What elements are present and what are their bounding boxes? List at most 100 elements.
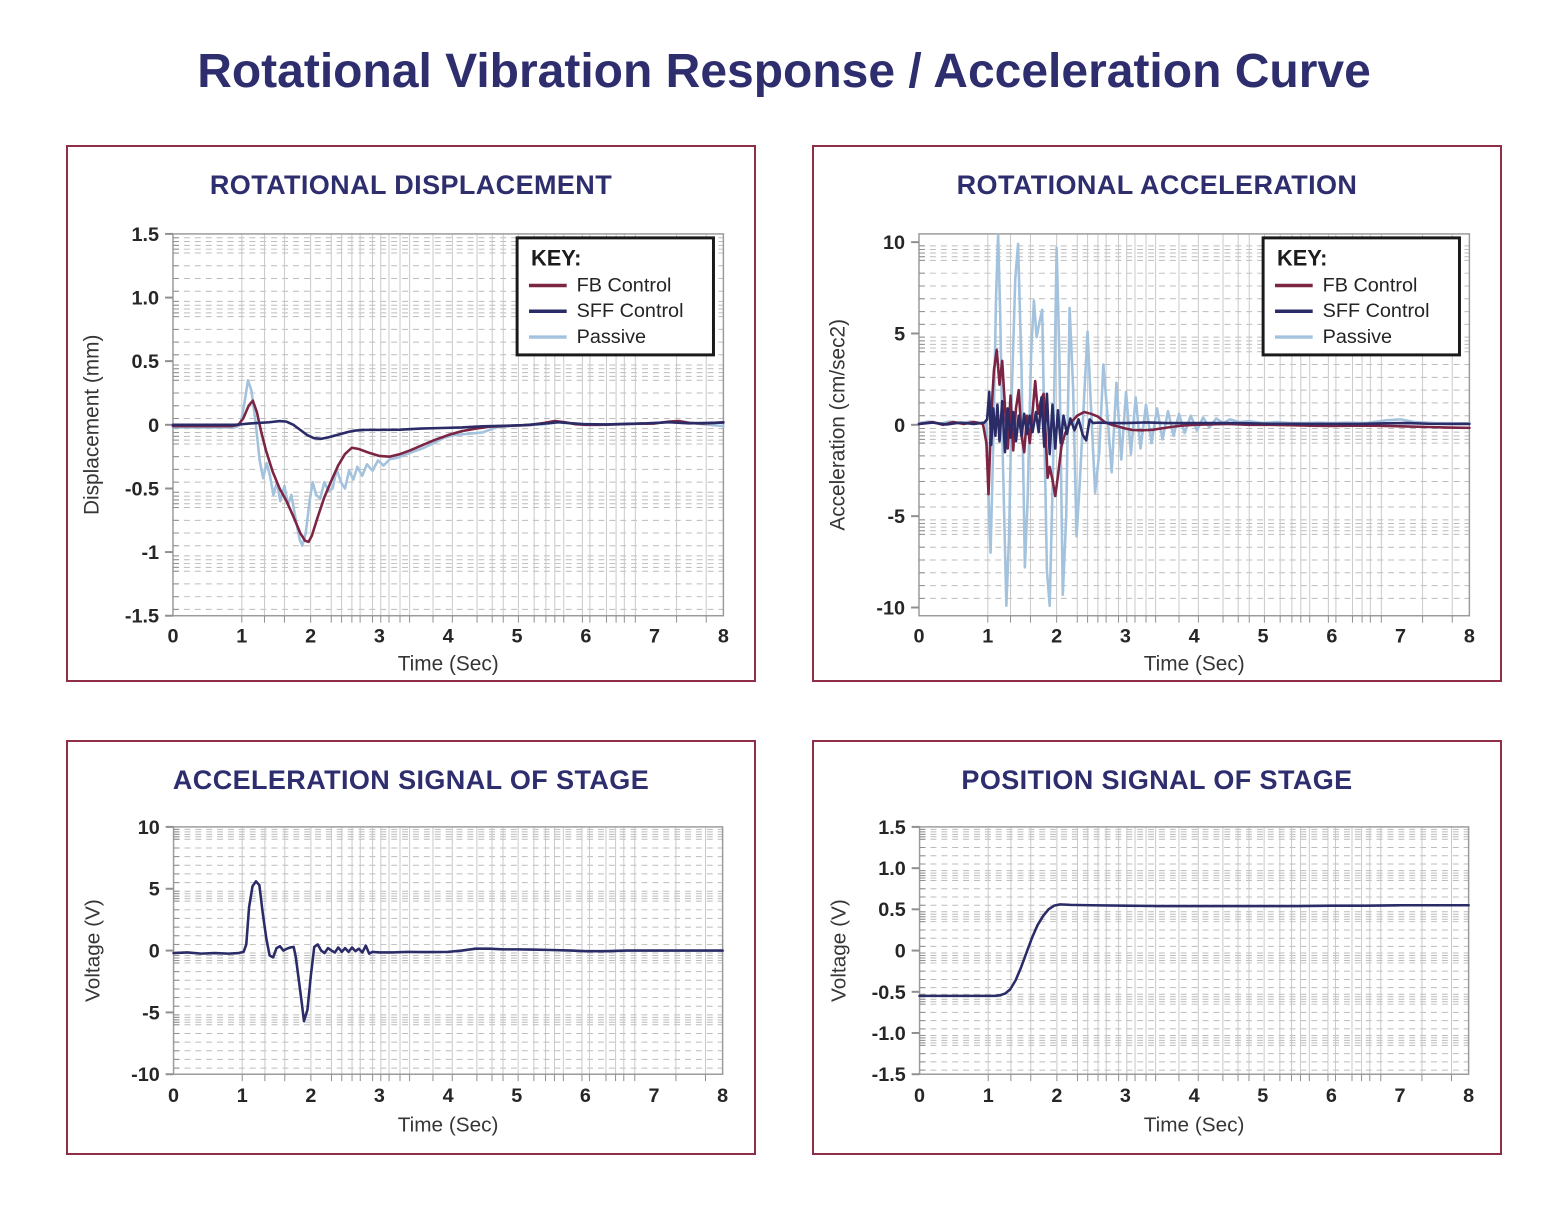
x-tick-label: 0	[914, 1085, 925, 1107]
y-tick-label: 5	[894, 323, 905, 345]
axes: 1.5 1.0 0.5 0 -0.5 -1 -1.5 0 1 2 3 4 5 6 7 8 Time (Sec) D…	[81, 224, 729, 675]
x-tick-label: 2	[1051, 1085, 1062, 1107]
chart-title-rotational-displacement: ROTATIONAL DISPLACEMENT	[209, 169, 613, 200]
x-tick-label: 1	[982, 625, 993, 647]
x-tick-label: 3	[1120, 625, 1131, 647]
y-tick-label: 1.5	[878, 819, 905, 839]
legend-label-passive: Passive	[1323, 326, 1392, 348]
x-axis-title: Time (Sec)	[1144, 1113, 1245, 1136]
x-tick-label: 4	[1189, 625, 1200, 647]
x-tick-label: 4	[1189, 1085, 1200, 1107]
y-axis-title: Voltage (V)	[827, 899, 850, 1002]
x-tick-label: 3	[374, 1085, 385, 1107]
y-tick-label: 0	[895, 940, 906, 962]
panel-rotational-displacement: ROTATIONAL DISPLACEMENT 1.5 1.0 0.5 0 -0.5 -1…	[66, 145, 756, 682]
x-axis-title: Time (Sec)	[1144, 652, 1245, 675]
chart-acceleration-signal-canvas: 10 5 0 -5 -10 0 1 2 3 4 5 6 7 8 Time (Sec) Voltage (V)	[81, 819, 728, 1137]
x-tick-label: 7	[649, 625, 660, 647]
x-tick-label: 4	[443, 1085, 454, 1107]
legend-label-fb: FB Control	[1323, 274, 1418, 296]
legend-label-passive: Passive	[577, 326, 646, 348]
x-tick-label: 0	[167, 625, 178, 647]
y-tick-label: 1.0	[132, 287, 160, 309]
y-tick-label: -1.0	[872, 1023, 906, 1045]
y-tick-label: 0	[894, 415, 905, 437]
x-tick-label: 1	[237, 1085, 248, 1107]
legend-label-sff: SFF Control	[1323, 300, 1430, 322]
x-tick-label: 5	[1257, 1085, 1268, 1107]
y-tick-label: 5	[149, 878, 160, 900]
legend: KEY: FB Control SFF Control Passive	[515, 236, 715, 357]
x-tick-label: 5	[511, 1085, 522, 1107]
gridlines	[173, 826, 723, 1074]
y-tick-label: -1	[141, 542, 159, 564]
gridlines	[919, 826, 1469, 1074]
panel-rotational-acceleration: ROTATIONAL ACCELERATION 10 5 0 -5 -10 0 1 2 3 4 5 6…	[812, 145, 1502, 682]
x-tick-label: 3	[1120, 1085, 1131, 1107]
legend-label-sff: SFF Control	[577, 300, 684, 322]
x-tick-label: 6	[1326, 625, 1337, 647]
x-tick-label: 7	[648, 1085, 659, 1107]
x-tick-label: 7	[1395, 625, 1406, 647]
chart-rotational-displacement-canvas: 1.5 1.0 0.5 0 -0.5 -1 -1.5 0 1 2 3 4 5 6 7 8 Time (Sec) D…	[81, 224, 729, 675]
legend-label-fb: FB Control	[577, 274, 672, 296]
chart-title-rotational-acceleration: ROTATIONAL ACCELERATION	[956, 169, 1358, 200]
x-tick-label: 2	[305, 625, 316, 647]
axes: 10 5 0 -5 -10 0 1 2 3 4 5 6 7 8 Time (Sec) Voltage (V)	[81, 819, 728, 1137]
x-tick-label: 8	[1463, 1085, 1474, 1107]
y-tick-label: -1.5	[872, 1064, 906, 1086]
y-tick-label: -1.5	[125, 605, 159, 627]
chart-title-position-signal-of-stage: POSITION SIGNAL OF STAGE	[961, 764, 1353, 795]
legend: KEY: FB Control SFF Control Passive	[1261, 236, 1461, 357]
x-tick-label: 6	[580, 1085, 591, 1107]
chart-position-signal-canvas: 1.5 1.0 0.5 0 -0.5 -1.0 -1.5 0 1 2 3 4 5 6 7 8 Time (Sec…	[827, 819, 1474, 1137]
y-tick-label: 10	[883, 232, 905, 254]
chart-rotational-acceleration-canvas: 10 5 0 -5 -10 0 1 2 3 4 5 6 7 8 Time (Sec) Acceleration…	[827, 232, 1475, 675]
y-axis-title: Voltage (V)	[81, 899, 104, 1002]
x-tick-label: 3	[374, 625, 385, 647]
y-tick-label: 0.5	[132, 351, 160, 373]
y-tick-label: -10	[876, 597, 905, 619]
axes: 1.5 1.0 0.5 0 -0.5 -1.0 -1.5 0 1 2 3 4 5 6 7 8 Time (Sec…	[827, 819, 1474, 1137]
x-tick-label: 1	[983, 1085, 994, 1107]
x-tick-label: 2	[305, 1085, 316, 1107]
series-sff-control	[171, 419, 725, 440]
y-tick-label: -5	[887, 506, 905, 528]
x-tick-label: 6	[580, 625, 591, 647]
x-tick-label: 2	[1051, 625, 1062, 647]
y-tick-label: 1.0	[878, 858, 905, 880]
x-tick-label: 8	[718, 625, 729, 647]
legend-title: KEY:	[531, 245, 581, 270]
y-tick-label: 10	[138, 819, 160, 839]
y-tick-label: 1.5	[132, 224, 160, 246]
x-tick-label: 7	[1394, 1085, 1405, 1107]
y-tick-label: -0.5	[125, 478, 159, 500]
y-tick-label: -0.5	[872, 981, 906, 1003]
series-sff-control	[917, 390, 1471, 456]
x-tick-label: 8	[717, 1085, 728, 1107]
y-axis-title: Acceleration (cm/sec2)	[827, 319, 850, 531]
x-tick-label: 4	[443, 625, 454, 647]
x-tick-label: 0	[913, 625, 924, 647]
series-passive	[917, 233, 1471, 607]
panel-position-signal-of-stage: POSITION SIGNAL OF STAGE 1.5 1.0 0.5 0 -0.5 -…	[812, 740, 1502, 1155]
y-axis-title: Displacement (mm)	[81, 334, 104, 514]
y-tick-label: 0	[149, 940, 160, 962]
x-axis-title: Time (Sec)	[398, 652, 499, 675]
panel-acceleration-signal-of-stage: ACCELERATION SIGNAL OF STAGE 10 5 0 -5 -10 0 1…	[66, 740, 756, 1155]
series-acceleration-signal	[172, 879, 724, 1023]
x-tick-label: 8	[1464, 625, 1475, 647]
x-tick-label: 1	[236, 625, 247, 647]
legend-title: KEY:	[1277, 245, 1327, 270]
x-axis-title: Time (Sec)	[398, 1113, 499, 1136]
x-tick-label: 5	[511, 625, 522, 647]
y-tick-label: 0.5	[878, 899, 905, 921]
y-tick-label: -10	[131, 1064, 160, 1086]
chart-title-acceleration-signal-of-stage: ACCELERATION SIGNAL OF STAGE	[172, 764, 650, 795]
page-title: Rotational Vibration Response / Accelera…	[197, 45, 1371, 98]
y-tick-label: 0	[148, 415, 159, 437]
series-position-signal	[918, 902, 1470, 997]
x-tick-label: 0	[168, 1085, 179, 1107]
x-tick-label: 5	[1257, 625, 1268, 647]
